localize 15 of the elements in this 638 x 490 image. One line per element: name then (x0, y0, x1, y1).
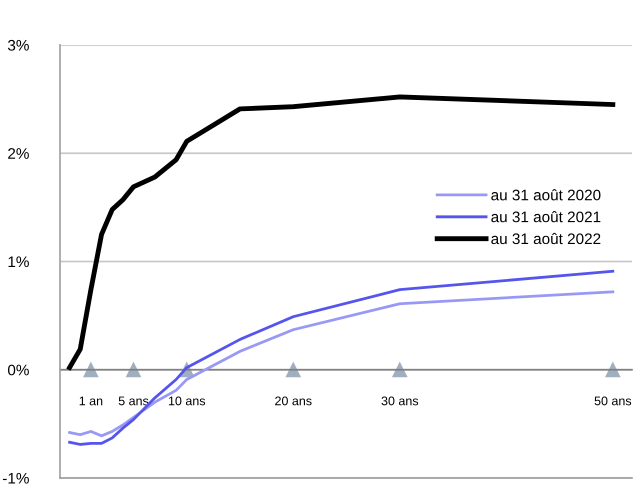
y-tick-label: 2% (8, 148, 29, 159)
x-tick-label: 20 ans (275, 396, 312, 406)
y-tick-label: 0% (8, 364, 29, 376)
legend-label: au 31 août 2021 (491, 211, 600, 222)
legend-label: au 31 août 2020 (491, 189, 601, 200)
line-series (67, 94, 616, 370)
y-tick-label: 3% (8, 40, 29, 51)
legend-label: au 31 août 2022 (491, 232, 600, 244)
x-tick-label: 1 an (80, 396, 102, 406)
x-tick-label: 30 ans (382, 396, 418, 406)
y-tick-label: 1% (8, 256, 29, 268)
x-tick-label: 10 ans (168, 396, 206, 406)
x-tick-label: 50 ans (594, 396, 632, 406)
x-tick-label: 5 ans (118, 396, 148, 406)
y-tick-label: -1% (2, 472, 29, 484)
